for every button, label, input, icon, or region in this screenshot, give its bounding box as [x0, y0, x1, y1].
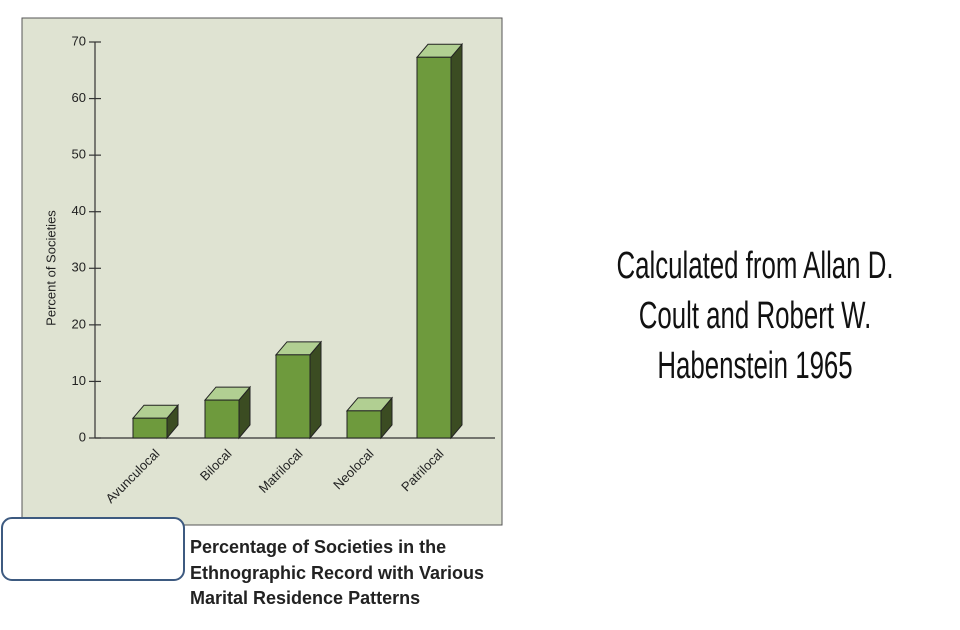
source-line: Calculated from Allan D. — [616, 244, 893, 286]
bar-front — [204, 399, 240, 439]
bar — [345, 396, 394, 440]
bar-side — [309, 340, 322, 440]
callout-box — [1, 517, 185, 581]
bar-side — [450, 42, 463, 440]
bar — [415, 42, 464, 440]
bar-front — [275, 354, 311, 439]
y-tick-label: 20 — [72, 316, 86, 331]
y-tick-label: 0 — [79, 429, 86, 444]
caption-line: Ethnographic Record with Various — [190, 563, 484, 583]
bar-front — [346, 410, 382, 439]
bar-front — [132, 417, 168, 439]
y-tick-label: 40 — [72, 203, 86, 218]
y-tick-label: 30 — [72, 260, 86, 275]
bar-front — [416, 56, 452, 439]
source-line: Coult and Robert W. — [639, 294, 872, 336]
y-tick-label: 70 — [72, 33, 86, 48]
caption-line: Percentage of Societies in the — [190, 537, 446, 557]
y-axis-label: Percent of Societies — [43, 210, 58, 326]
y-tick-label: 10 — [72, 373, 86, 388]
source-note: Calculated from Allan D. Coult and Rober… — [616, 244, 893, 386]
caption-line: Marital Residence Patterns — [190, 588, 420, 608]
y-tick-label: 50 — [72, 147, 86, 162]
y-tick-label: 60 — [72, 90, 86, 105]
source-line: Habenstein 1965 — [657, 344, 852, 386]
bar — [203, 385, 252, 440]
bar — [274, 340, 323, 440]
bar — [131, 403, 180, 440]
